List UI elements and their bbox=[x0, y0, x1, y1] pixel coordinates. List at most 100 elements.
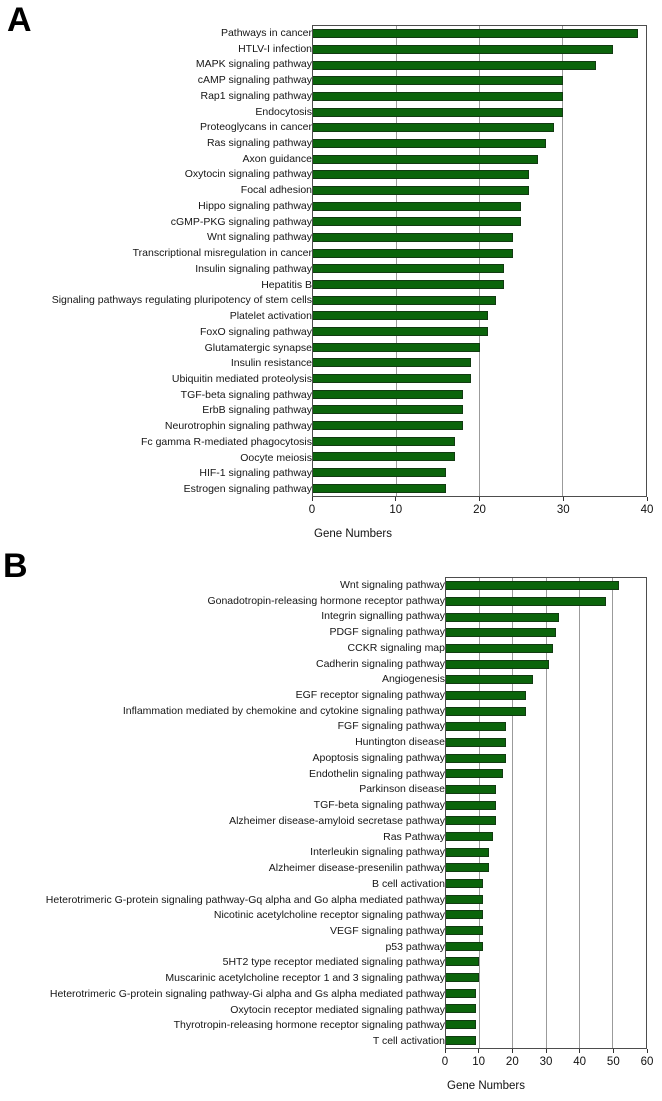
bar bbox=[446, 628, 556, 638]
gridline-30 bbox=[545, 578, 547, 1048]
x-tick bbox=[579, 1049, 581, 1053]
bar-row bbox=[313, 402, 646, 418]
category-label: Endocytosis bbox=[255, 105, 312, 118]
bar bbox=[313, 405, 463, 415]
bar-row bbox=[446, 594, 646, 610]
bar bbox=[313, 421, 463, 431]
category-label: Apoptosis signaling pathway bbox=[312, 751, 445, 764]
category-label: Interleukin signaling pathway bbox=[310, 846, 445, 859]
category-label: Cadherin signaling pathway bbox=[316, 657, 445, 670]
category-label: Oocyte meiosis bbox=[240, 451, 312, 464]
bar bbox=[313, 295, 497, 305]
bar bbox=[446, 753, 506, 763]
category-label: Rap1 signaling pathway bbox=[200, 89, 313, 102]
bar bbox=[446, 957, 480, 967]
category-label: HTLV-I infection bbox=[238, 42, 312, 55]
bar-row bbox=[446, 907, 646, 923]
bar-row bbox=[313, 89, 646, 105]
bar bbox=[313, 342, 480, 352]
bar bbox=[446, 832, 493, 842]
category-label: Ubiquitin mediated proteolysis bbox=[171, 373, 312, 386]
category-label: Hepatitis B bbox=[261, 278, 312, 291]
bar-row bbox=[313, 230, 646, 246]
bar-row bbox=[446, 876, 646, 892]
bar bbox=[446, 706, 526, 716]
bar bbox=[313, 374, 472, 384]
bar bbox=[446, 612, 560, 622]
panel-b-plot-area bbox=[445, 577, 647, 1049]
bar bbox=[446, 722, 506, 732]
bar-row bbox=[446, 625, 646, 641]
x-tick-label: 0 bbox=[441, 1056, 449, 1068]
bar-row bbox=[446, 797, 646, 813]
x-tick-label: 10 bbox=[472, 1056, 486, 1068]
category-label: B cell activation bbox=[372, 877, 445, 890]
bar-row bbox=[313, 57, 646, 73]
panel-b-x-axis: Gene Numbers 0 10 20 30 40 50 60 bbox=[441, 1049, 653, 1095]
category-label: Huntington disease bbox=[355, 736, 445, 749]
bar bbox=[313, 186, 530, 196]
bar-row bbox=[446, 829, 646, 845]
x-tick bbox=[444, 1049, 446, 1053]
bar-row bbox=[313, 324, 646, 340]
category-label: Oxytocin signaling pathway bbox=[184, 168, 312, 181]
category-label: Ras Pathway bbox=[383, 830, 445, 843]
bar-row bbox=[313, 151, 646, 167]
panel-a-x-axis: Gene Numbers 0 10 20 30 40 bbox=[308, 497, 653, 543]
bar bbox=[313, 123, 555, 133]
bar bbox=[446, 597, 606, 606]
bar-row bbox=[446, 923, 646, 939]
x-tick-label: 0 bbox=[308, 504, 316, 516]
bar-row bbox=[446, 766, 646, 782]
panel-b-x-axis-title: Gene Numbers bbox=[447, 1080, 525, 1092]
bar-row bbox=[446, 703, 646, 719]
category-label: T cell activation bbox=[372, 1035, 445, 1048]
category-label: MAPK signaling pathway bbox=[195, 58, 312, 71]
category-label: PDGF signaling pathway bbox=[329, 626, 445, 639]
x-tick-label: 40 bbox=[640, 504, 654, 516]
panel-a-category-labels: Pathways in cancer HTLV-I infection MAPK s… bbox=[0, 25, 312, 497]
bar-row bbox=[446, 578, 646, 594]
bar-row bbox=[446, 1032, 646, 1048]
category-label: 5HT2 type receptor mediated signaling pa… bbox=[222, 956, 445, 969]
bar bbox=[313, 248, 513, 258]
bar bbox=[313, 92, 563, 102]
bar-row bbox=[446, 938, 646, 954]
gridline-10 bbox=[478, 578, 480, 1048]
bar bbox=[446, 926, 483, 936]
bar-row bbox=[313, 104, 646, 120]
category-label: Focal adhesion bbox=[240, 184, 312, 197]
category-label: Signaling pathways regulating pluripoten… bbox=[51, 294, 312, 307]
panel-b-letter: B bbox=[3, 547, 28, 585]
category-label: Heterotrimeric G-protein signaling pathw… bbox=[49, 987, 445, 1000]
bar bbox=[313, 311, 488, 321]
bar bbox=[313, 45, 613, 54]
x-tick bbox=[311, 497, 313, 501]
category-label: Oxytocin receptor mediated signaling pat… bbox=[230, 1003, 445, 1016]
category-label: cAMP signaling pathway bbox=[197, 74, 312, 87]
category-label: Muscarinic acetylcholine receptor 1 and … bbox=[165, 972, 445, 985]
category-label: EGF receptor signaling pathway bbox=[295, 689, 445, 701]
bar bbox=[313, 139, 547, 149]
bar bbox=[446, 847, 490, 857]
bar bbox=[313, 264, 505, 274]
x-tick-label: 20 bbox=[505, 1056, 519, 1068]
bar bbox=[313, 468, 447, 478]
bar bbox=[313, 358, 472, 368]
bar bbox=[446, 879, 483, 889]
bar-row bbox=[446, 782, 646, 798]
bar bbox=[313, 483, 447, 493]
bar-chart-panel-b: Wnt signaling pathway Gonadotropin-releas… bbox=[0, 577, 653, 1095]
bar-row bbox=[313, 136, 646, 152]
category-label: ErbB signaling pathway bbox=[202, 404, 312, 417]
bar bbox=[446, 769, 503, 779]
bar bbox=[446, 581, 620, 591]
bar-row bbox=[446, 672, 646, 688]
bar-row bbox=[313, 480, 646, 496]
x-tick bbox=[545, 1049, 547, 1053]
bar bbox=[446, 1004, 476, 1014]
x-tick-label: 10 bbox=[389, 504, 403, 516]
bar-row bbox=[313, 339, 646, 355]
category-label: Wnt signaling pathway bbox=[206, 231, 312, 244]
bar bbox=[313, 29, 638, 39]
